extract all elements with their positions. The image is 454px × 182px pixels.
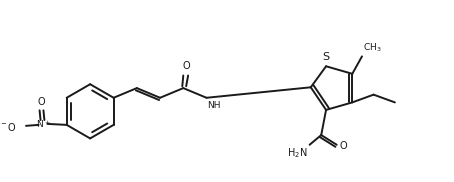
Text: NH: NH	[207, 101, 221, 110]
Text: CH$_3$: CH$_3$	[363, 42, 381, 54]
Text: H$_2$N: H$_2$N	[287, 147, 308, 161]
Text: O: O	[340, 141, 347, 151]
Text: S: S	[322, 52, 330, 62]
Text: $^-$O: $^-$O	[0, 121, 17, 133]
Text: N$^+$: N$^+$	[36, 118, 51, 130]
Text: O: O	[183, 61, 190, 71]
Text: O: O	[38, 97, 45, 107]
